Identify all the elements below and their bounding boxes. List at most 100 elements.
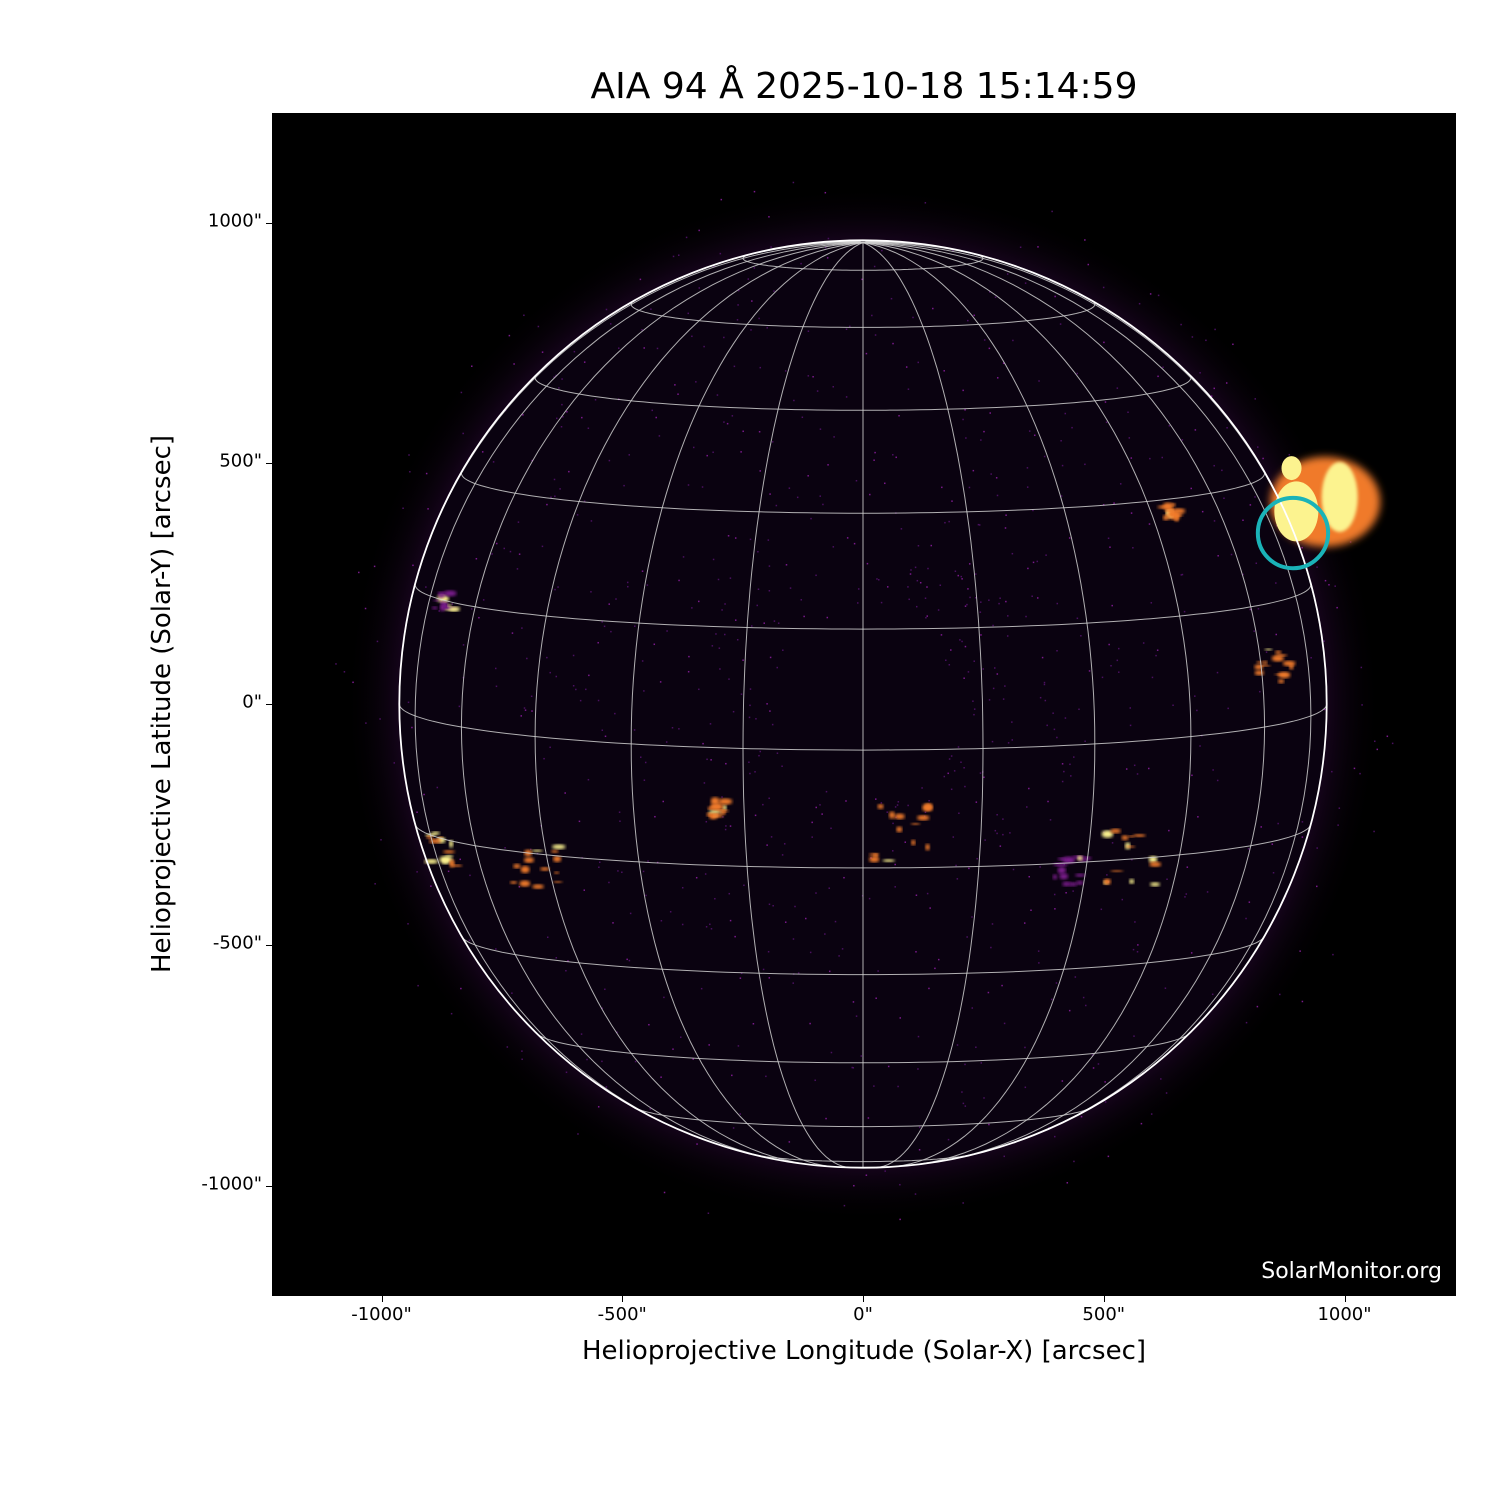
- emission-speckle: [907, 804, 909, 807]
- emission-speckle: [948, 758, 951, 760]
- emission-speckle: [1391, 742, 1394, 745]
- emission-speckle: [460, 987, 462, 990]
- emission-speckle: [1005, 600, 1007, 603]
- emission-speckle: [462, 644, 465, 646]
- emission-speckle: [877, 970, 879, 972]
- emission-speckle: [623, 484, 625, 487]
- emission-speckle: [1157, 375, 1159, 378]
- emission-speckle: [723, 421, 725, 423]
- emission-speckle: [757, 588, 760, 591]
- emission-speckle: [597, 641, 599, 644]
- emission-speckle: [1151, 676, 1154, 679]
- emission-speckle: [771, 723, 774, 726]
- emission-speckle: [1102, 286, 1105, 289]
- emission-speckle: [751, 300, 753, 302]
- emission-speckle: [1147, 767, 1150, 770]
- emission-speckle: [373, 565, 376, 568]
- emission-speckle: [999, 597, 1001, 599]
- emission-speckle: [1054, 908, 1056, 910]
- emission-speckle: [706, 758, 708, 761]
- emission-speckle: [720, 198, 723, 201]
- emission-speckle: [618, 811, 621, 813]
- emission-speckle: [1003, 1022, 1006, 1025]
- emission-speckle: [1111, 604, 1113, 607]
- emission-speckle: [766, 844, 768, 846]
- emission-speckle: [975, 1046, 977, 1049]
- highlight-circle: [1255, 495, 1331, 571]
- emission-speckle: [769, 710, 771, 712]
- emission-speckle: [1037, 246, 1039, 248]
- emission-speckle: [788, 1141, 791, 1143]
- emission-speckle: [1211, 993, 1214, 996]
- emission-speckle: [915, 951, 917, 953]
- emission-speckle: [1316, 847, 1318, 849]
- emission-speckle: [1184, 896, 1186, 898]
- emission-speckle: [634, 1060, 637, 1063]
- emission-speckle: [980, 634, 982, 636]
- emission-speckle: [585, 688, 587, 691]
- active-region-loop: [448, 839, 454, 848]
- emission-speckle: [895, 456, 897, 459]
- emission-speckle: [513, 363, 515, 365]
- emission-speckle: [1043, 683, 1046, 686]
- emission-speckle: [756, 604, 758, 607]
- emission-speckle: [729, 577, 732, 579]
- emission-speckle: [755, 718, 757, 720]
- active-region-loop: [1163, 514, 1170, 521]
- emission-speckle: [604, 988, 606, 991]
- emission-speckle: [1104, 1101, 1107, 1103]
- emission-speckle: [669, 911, 672, 913]
- emission-speckle: [451, 603, 454, 605]
- emission-speckle: [826, 616, 829, 619]
- emission-speckle: [598, 866, 600, 869]
- emission-speckle: [962, 389, 964, 392]
- active-region-loop: [552, 844, 566, 850]
- emission-speckle: [721, 609, 723, 611]
- emission-speckle: [1262, 457, 1264, 460]
- emission-speckle: [907, 586, 909, 588]
- emission-speckle: [788, 487, 791, 489]
- emission-speckle: [988, 1123, 990, 1126]
- active-region-loop: [449, 859, 455, 868]
- emission-speckle: [609, 323, 612, 325]
- emission-speckle: [1026, 486, 1029, 488]
- x-tick-mark: [1103, 1296, 1105, 1302]
- emission-speckle: [990, 473, 992, 475]
- emission-speckle: [520, 715, 522, 717]
- emission-speckle: [973, 314, 975, 317]
- emission-speckle: [912, 316, 914, 319]
- emission-speckle: [597, 1106, 600, 1108]
- emission-speckle: [1216, 779, 1219, 782]
- emission-speckle: [1196, 709, 1198, 712]
- emission-speckle: [860, 1055, 863, 1057]
- emission-speckle: [812, 375, 814, 378]
- grid-line: [862, 242, 1266, 1161]
- emission-speckle: [766, 327, 768, 329]
- emission-speckle: [1005, 514, 1007, 516]
- emission-speckle: [941, 486, 943, 489]
- grid-line: [534, 242, 864, 1165]
- active-region-loop: [1157, 505, 1171, 509]
- emission-speckle: [695, 876, 698, 879]
- emission-speckle: [995, 477, 998, 479]
- emission-speckle: [904, 841, 907, 843]
- emission-speckle: [1032, 509, 1034, 512]
- active-region-loop: [910, 822, 921, 825]
- emission-speckle: [1054, 1135, 1056, 1138]
- emission-speckle: [734, 935, 736, 938]
- emission-speckle: [495, 948, 497, 950]
- emission-speckle: [736, 319, 739, 321]
- active-region-loop: [440, 601, 446, 604]
- emission-speckle: [554, 588, 556, 591]
- emission-speckle: [641, 328, 643, 331]
- emission-speckle: [530, 695, 533, 698]
- emission-speckle: [617, 347, 620, 349]
- emission-speckle: [1118, 647, 1120, 650]
- emission-speckle: [918, 1149, 921, 1151]
- emission-speckle: [748, 761, 750, 763]
- emission-speckle: [740, 693, 743, 695]
- emission-speckle: [1213, 464, 1215, 467]
- active-region-loop: [439, 603, 445, 612]
- emission-speckle: [1100, 908, 1103, 911]
- emission-speckle: [409, 471, 411, 473]
